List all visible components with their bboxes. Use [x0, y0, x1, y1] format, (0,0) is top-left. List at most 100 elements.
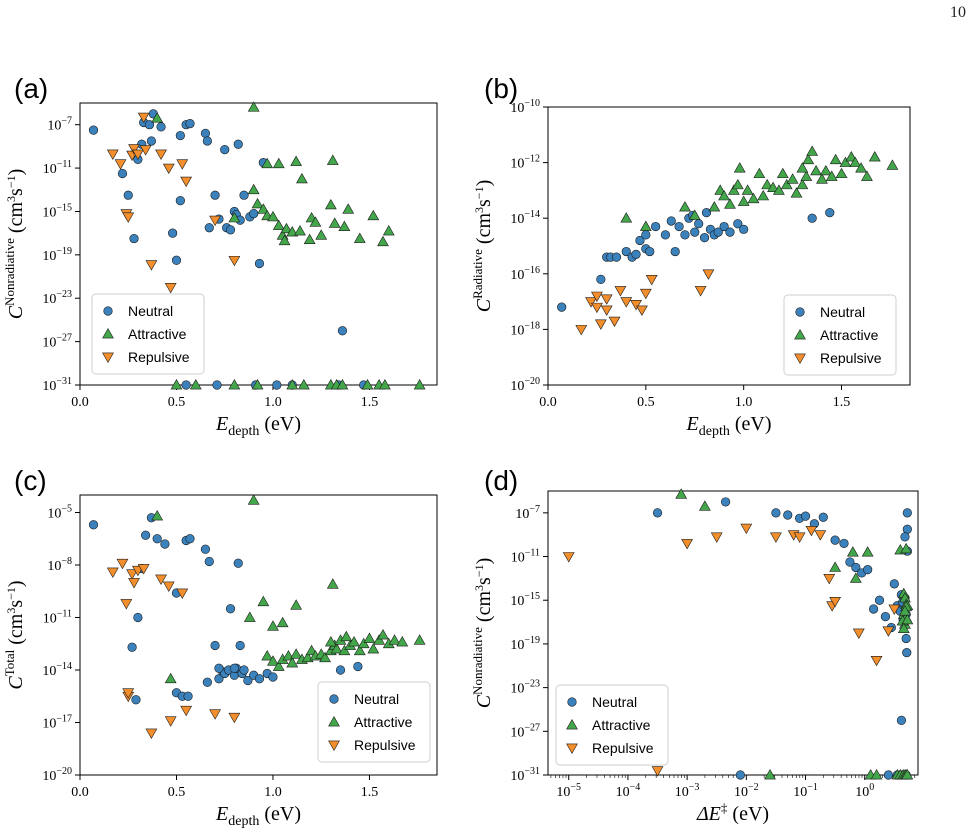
point-repulsive: [793, 532, 806, 543]
legend-label-neutral: Neutral: [592, 694, 637, 710]
legend-label-attractive: Attractive: [354, 714, 413, 730]
y-tick-label: 10−23: [510, 679, 540, 697]
point-neutral: [156, 122, 166, 132]
legend-label-repulsive: Repulsive: [128, 349, 190, 365]
point-attractive: [753, 167, 766, 179]
point-attractive: [280, 222, 293, 234]
y-tick-label: 10−11: [43, 609, 72, 627]
point-attractive: [849, 572, 862, 583]
y-tick-label: 10−31: [42, 376, 72, 394]
point-neutral: [202, 677, 212, 687]
point-attractive: [900, 542, 913, 554]
point-repulsive: [145, 728, 158, 739]
legend-label-repulsive: Repulsive: [354, 737, 416, 753]
point-neutral: [839, 538, 849, 549]
point-neutral: [896, 715, 907, 725]
point-neutral: [883, 770, 894, 780]
point-attractive: [733, 162, 746, 173]
chart-panel-c: (c) 0.0 0.5 1.0 1.5 10−20 10−17 10−14 10−11 10−8 1…: [2, 465, 438, 829]
point-neutral: [353, 661, 363, 672]
point-attractive: [679, 201, 691, 212]
x-tick-label: 10−2: [734, 782, 759, 800]
legend-marker-attractive: [102, 328, 114, 339]
point-repulsive: [600, 294, 613, 305]
y-tick-label: 10−14: [42, 661, 72, 679]
data-points: [88, 494, 426, 739]
point-neutral: [272, 380, 282, 390]
legend-label-attractive: Attractive: [820, 327, 879, 343]
point-neutral: [889, 579, 899, 589]
point-neutral: [800, 511, 811, 521]
point-attractive: [845, 151, 858, 162]
point-attractive: [835, 167, 848, 179]
point-repulsive: [639, 288, 652, 300]
legend-label-repulsive: Repulsive: [820, 350, 882, 366]
point-attractive: [901, 613, 914, 625]
legend-marker-attractive: [566, 719, 578, 730]
point-attractive: [688, 209, 701, 220]
legend-label-neutral: Neutral: [820, 304, 865, 320]
point-repulsive: [823, 574, 836, 585]
point-attractive: [151, 510, 164, 521]
point-neutral: [635, 235, 645, 246]
point-repulsive: [106, 567, 119, 578]
y-axis-label: CTotal (cm3s−1): [2, 580, 27, 689]
point-neutral: [720, 497, 731, 507]
legend-box: [555, 684, 669, 766]
chart-panel-b: (b) 0.0 0.5 1.0 1.5 10−20 10−18 10−16 10−14 10−12…: [470, 73, 911, 439]
point-neutral: [202, 136, 212, 146]
legend-marker-repulsive: [102, 352, 114, 363]
point-neutral: [900, 532, 910, 542]
x-tick-label: 10−3: [675, 782, 700, 800]
y-tick-label: 10−31: [510, 766, 540, 784]
y-tick-label: 10−15: [510, 591, 540, 609]
point-neutral: [863, 565, 873, 575]
point-neutral: [214, 663, 224, 673]
chart-panel-d: (d) 10−5 10−4 10−3 10−2 10−1 100 10−31 10−27 10−2…: [470, 465, 919, 825]
point-attractive: [861, 546, 874, 557]
point-neutral: [225, 604, 236, 614]
point-attractive: [296, 172, 308, 184]
point-neutral: [127, 642, 137, 652]
point-neutral: [133, 612, 143, 623]
point-neutral: [557, 302, 567, 312]
plot-frame: [79, 494, 438, 776]
point-repulsive: [176, 588, 189, 599]
y-tick-label: 10−14: [510, 209, 540, 227]
y-tick-label: 10−20: [510, 376, 540, 394]
point-repulsive: [614, 286, 627, 297]
point-neutral: [830, 535, 840, 545]
point-attractive: [294, 225, 306, 236]
legend-label-neutral: Neutral: [354, 691, 399, 707]
x-tick-label: 10−1: [793, 782, 818, 800]
point-repulsive: [651, 766, 664, 777]
point-repulsive: [805, 525, 818, 537]
point-repulsive: [128, 578, 140, 589]
point-repulsive: [620, 297, 633, 308]
point-attractive: [899, 605, 911, 616]
point-attractive: [747, 192, 760, 204]
x-tick-label: 0.5: [168, 395, 186, 410]
point-attractive: [373, 634, 386, 645]
point-neutral: [181, 380, 191, 390]
point-attractive: [363, 632, 376, 643]
y-tick-label: 10−15: [42, 202, 72, 220]
point-neutral: [171, 255, 182, 265]
y-tick-label: 10−17: [42, 714, 72, 732]
point-attractive: [776, 167, 789, 179]
point-neutral: [807, 213, 817, 223]
point-repulsive: [562, 552, 575, 563]
point-attractive: [724, 198, 736, 209]
x-tick-label: 1.5: [833, 395, 851, 410]
x-tick-label: 10−4: [616, 782, 641, 800]
panel-label: (b): [484, 73, 518, 104]
legend-marker-attractive: [794, 329, 806, 340]
point-neutral: [229, 663, 239, 673]
point-attractive: [846, 546, 859, 557]
point-attractive: [796, 162, 809, 173]
point-neutral: [719, 221, 729, 232]
point-attractive: [330, 643, 343, 654]
point-attractive: [757, 189, 770, 201]
legend-label-neutral: Neutral: [128, 303, 173, 319]
